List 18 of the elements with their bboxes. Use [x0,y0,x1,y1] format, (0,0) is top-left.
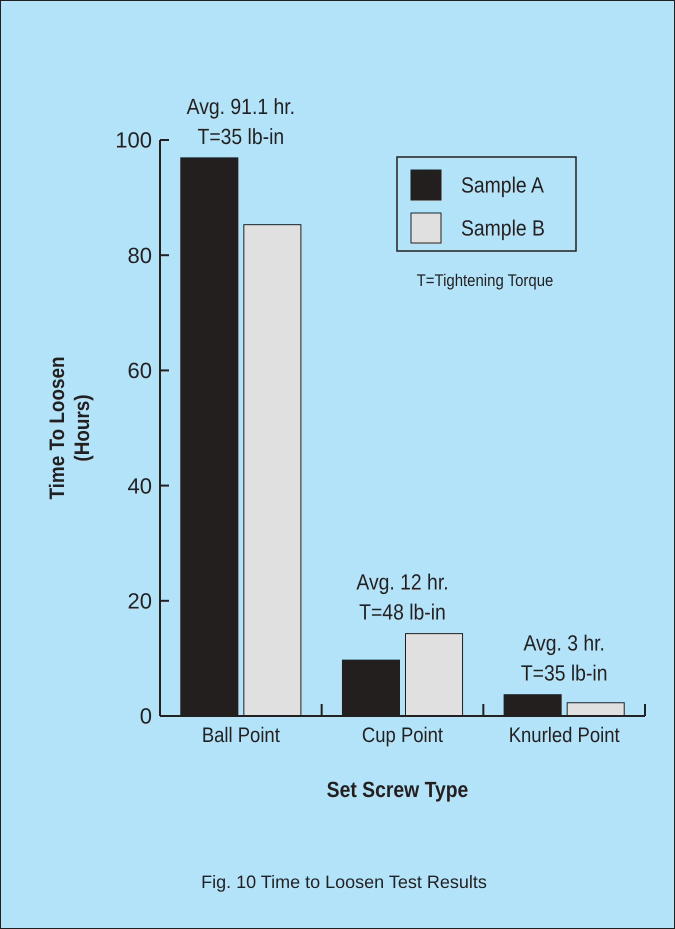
x-tick-label: Ball Point [202,724,280,748]
x-tick-label: Cup Point [362,724,444,748]
y-axis-title: Time To Loosen (Hours) [46,356,94,500]
y-tick-label: 60 [128,358,152,384]
x-axis-title: Set Screw Type [326,778,468,802]
annotation: T=Tightening Torque [416,272,554,290]
y-tick-label: 0 [140,704,152,729]
legend-label: Sample B [461,216,545,242]
annotation: Avg. 3 hr. T=35 lb-in [520,632,608,686]
annotation: Avg. 12 hr. T=48 lb-in [356,570,449,625]
y-tick-label: 40 [128,473,152,498]
y-tick-label: 20 [128,588,152,614]
legend-label: Sample A [461,174,544,198]
annotation: Avg. 91.1 hr. T=35 lb-in [186,94,296,150]
y-tick-label: 80 [128,242,152,268]
y-tick-label: 100 [115,128,152,153]
x-tick-label: Knurled Point [508,724,620,748]
caption: Fig. 10 Time to Loosen Test Results [201,872,487,892]
